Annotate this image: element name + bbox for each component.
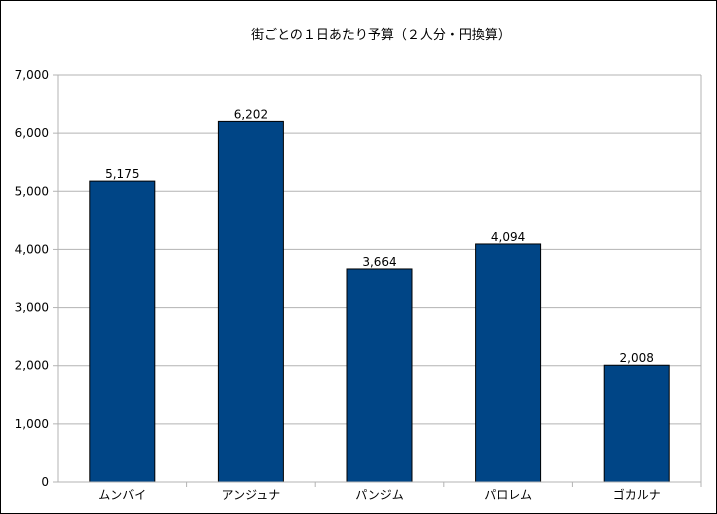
y-tick-label: 6,000 <box>15 126 49 140</box>
x-category-label: ムンバイ <box>98 488 146 502</box>
x-axis-categories: ムンバイ アンジュナ パンジム パロレム ゴカルナ <box>98 487 660 502</box>
x-category-label: パンジム <box>355 488 404 502</box>
bars <box>89 120 670 483</box>
y-tick-label: 7,000 <box>15 68 49 82</box>
bar <box>475 243 542 483</box>
y-axis-ticks: 0 1,000 2,000 3,000 4,000 5,000 6,000 7,000 <box>15 68 702 489</box>
y-tick-label: 2,000 <box>15 359 49 373</box>
x-category-label: ゴカルナ <box>613 487 661 502</box>
bar-value-label: 4,094 <box>491 230 525 244</box>
value-labels: 5,175 6,202 3,664 4,094 2,008 <box>105 107 654 365</box>
axes <box>57 75 702 483</box>
x-category-label: パロレム <box>484 488 532 502</box>
y-tick-label: 3,000 <box>15 301 49 315</box>
bar-value-label: 2,008 <box>620 351 654 365</box>
bar-value-label: 6,202 <box>234 107 268 121</box>
chart-title: 街ごとの１日あたり予算（２人分・円換算） <box>251 27 511 43</box>
y-tick-label: 4,000 <box>15 242 49 256</box>
y-tick-label: 0 <box>41 475 49 489</box>
bar <box>217 120 284 483</box>
bar-value-label: 5,175 <box>105 167 139 181</box>
y-tick-label: 1,000 <box>15 417 49 431</box>
bar <box>89 180 156 483</box>
bar-value-label: 3,664 <box>362 255 396 269</box>
y-tick-label: 5,000 <box>15 184 49 198</box>
bar <box>603 364 670 483</box>
bar <box>346 268 413 483</box>
x-category-label: アンジュナ <box>222 488 281 502</box>
